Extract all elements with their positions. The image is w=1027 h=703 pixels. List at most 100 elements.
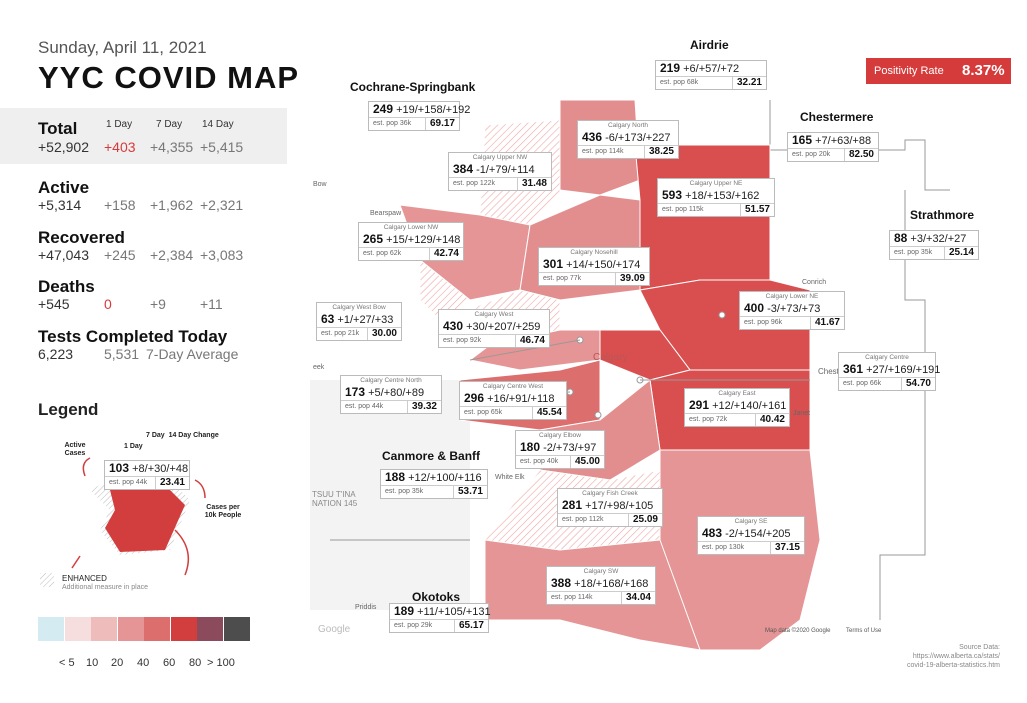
area-population: est. pop 62k: [363, 250, 402, 257]
scale-label-2: 20: [111, 657, 124, 669]
area-box-nosehill[interactable]: Calgary Nosehill 301 +14/+150/+174 est. po…: [538, 247, 650, 286]
scale-swatch: [38, 617, 64, 641]
area-box-elbow[interactable]: Calgary Elbow 180 -2/+73/+97 est. pop 40k 4…: [515, 430, 605, 469]
area-box-east[interactable]: Calgary East 291 +12/+140/+161 est. pop 72…: [684, 388, 790, 427]
area-rate: 39.32: [406, 401, 441, 413]
active-1day: +158: [104, 197, 136, 213]
area-box-se[interactable]: Calgary SE 483 -2/+154/+205 est. pop 130k 3…: [697, 516, 805, 555]
total-1day: +403: [104, 139, 136, 155]
col-1day: 1 Day: [106, 119, 133, 130]
area-active-cases: 63: [321, 312, 335, 326]
area-population: est. pop 35k: [894, 249, 933, 256]
area-population: est. pop 114k: [551, 594, 593, 601]
total-label: Total: [38, 119, 78, 138]
area-population: est. pop 21k: [321, 330, 360, 337]
source-line2: https://www.alberta.ca/stats/: [912, 653, 1000, 660]
area-box-cochrane[interactable]: 249 +19/+158/+192 est. pop 36k 69.17: [368, 101, 470, 131]
area-name: Calgary East: [718, 390, 756, 397]
area-box-airdrie[interactable]: 219 +6/+57/+72 est. pop 68k 32.21: [655, 60, 767, 90]
area-population: est. pop 65k: [464, 409, 503, 416]
area-box-okotoks[interactable]: 189 +11/+105/+131 est. pop 29k 65.17: [389, 603, 491, 633]
tests-avg-label: 7-Day Average: [146, 346, 239, 362]
scale-swatch: [117, 617, 144, 641]
recovered-label: Recovered: [38, 228, 125, 247]
area-box-lowernw[interactable]: Calgary Lower NW 265 +15/+129/+148 est. po…: [358, 222, 464, 261]
area-change: -1/+79/+114: [476, 164, 535, 176]
google-logo: Google: [318, 624, 351, 635]
legend-title: Legend: [38, 400, 99, 419]
district-upperne[interactable]: [634, 144, 771, 291]
area-rate: 69.17: [424, 118, 459, 130]
area-active-cases: 291: [689, 398, 710, 412]
legend-sample-shape: [71, 457, 206, 576]
area-population: est. pop 92k: [443, 337, 482, 344]
area-population: est. pop 112k: [562, 516, 604, 523]
map-label-priddis: Priddis: [355, 604, 377, 611]
area-rate: 41.67: [809, 317, 844, 329]
positivity-value: 8.37%: [962, 62, 1005, 79]
area-box-north[interactable]: Calgary North 436 -6/+173/+227 est. pop 11…: [577, 120, 679, 159]
area-name: Calgary West: [474, 311, 514, 318]
region-chestermere: Chestermere: [800, 110, 874, 124]
positivity-rate-badge: Positivity Rate 8.37%: [866, 58, 1011, 84]
area-box-upperne[interactable]: Calgary Upper NE 593 +18/+153/+162 est. po…: [657, 178, 775, 217]
area-population: est. pop 114k: [582, 148, 624, 155]
legend-sample-change: +8/+30/+48: [132, 463, 189, 475]
area-name: Calgary Nosehill: [570, 249, 618, 256]
area-box-uppernw[interactable]: Calgary Upper NW 384 -1/+79/+114 est. pop …: [448, 152, 552, 191]
area-population: est. pop 72k: [689, 416, 728, 423]
area-active-cases: 173: [345, 385, 366, 399]
area-rate: 42.74: [428, 248, 463, 260]
area-rate: 30.00: [366, 328, 401, 340]
legend-sample-box: 103 +8/+30/+48 est. pop 44k 23.41: [104, 460, 190, 490]
area-active-cases: 180: [520, 440, 541, 454]
area-change: +19/+158/+192: [396, 104, 471, 116]
area-change: +1/+27/+33: [337, 314, 394, 326]
area-box-canmore[interactable]: 188 +12/+100/+116 est. pop 35k 53.71: [380, 469, 488, 499]
area-box-chestermere[interactable]: 165 +7/+63/+88 est. pop 20k 82.50: [787, 132, 879, 162]
area-box-centrenorth[interactable]: Calgary Centre North 173 +5/+80/+89 est. p…: [340, 375, 442, 414]
region-canmore: Canmore & Banff: [382, 449, 481, 463]
area-box-lowerne[interactable]: Calgary Lower NE 400 -3/+73/+73 est. pop 9…: [739, 291, 845, 330]
map-label-nation: NATION 145: [312, 499, 358, 508]
area-active-cases: 188: [385, 470, 406, 484]
area-active-cases: 281: [562, 498, 583, 512]
area-box-centrewest[interactable]: Calgary Centre West 296 +16/+91/+118 est. …: [459, 381, 567, 420]
area-rate: 53.71: [452, 486, 487, 498]
recovered-7day: +2,384: [150, 247, 194, 263]
scale-label-3: 40: [137, 657, 150, 669]
enhanced-hatch-icon: [40, 573, 54, 587]
scale-label-0: < 5: [59, 657, 75, 669]
area-box-sw[interactable]: Calgary SW 388 +18/+168/+168 est. pop 114k…: [546, 566, 656, 605]
area-change: +14/+150/+174: [566, 259, 641, 271]
deaths-label: Deaths: [38, 277, 95, 296]
deaths-7day: +9: [150, 296, 166, 312]
area-population: est. pop 96k: [744, 319, 783, 326]
map-label-white-elk: White Elk: [495, 474, 525, 481]
map-label-chestermere-town: Chestere: [818, 367, 851, 376]
area-box-westbow[interactable]: Calgary West Bow 63 +1/+27/+33 est. pop 21…: [316, 302, 402, 341]
area-box-centre[interactable]: Calgary Centre 361 +27/+169/+191 est. pop …: [838, 352, 940, 391]
map-label-conrich: Conrich: [802, 279, 827, 286]
area-name: Calgary Lower NW: [383, 224, 439, 231]
map-terms-link[interactable]: Terms of Use: [846, 628, 882, 634]
legend-sample-pop: est. pop 44k: [109, 479, 148, 486]
area-name: Calgary SW: [583, 568, 619, 575]
area-active-cases: 189: [394, 604, 415, 618]
area-rate: 40.42: [754, 414, 789, 426]
deaths-value: +545: [38, 296, 70, 312]
scale-swatch: [64, 617, 91, 641]
scale-swatch: [170, 617, 197, 641]
map-label-bow: Bow: [313, 181, 327, 188]
area-box-fishcreek[interactable]: Calgary Fish Creek 281 +17/+98/+105 est. p…: [557, 488, 663, 527]
area-rate: 25.09: [627, 514, 662, 526]
area-change: +16/+91/+118: [487, 393, 555, 405]
area-box-west[interactable]: Calgary West 430 +30/+207/+259 est. pop 92…: [438, 309, 550, 348]
area-change: +7/+63/+88: [815, 135, 872, 147]
recovered-1day: +245: [104, 247, 136, 263]
scale-label-4: 60: [163, 657, 176, 669]
area-active-cases: 219: [660, 61, 681, 75]
area-name: Calgary Elbow: [539, 432, 581, 439]
active-value: +5,314: [38, 197, 82, 213]
area-box-strathmore[interactable]: 88 +3/+32/+27 est. pop 35k 25.14: [889, 230, 979, 260]
